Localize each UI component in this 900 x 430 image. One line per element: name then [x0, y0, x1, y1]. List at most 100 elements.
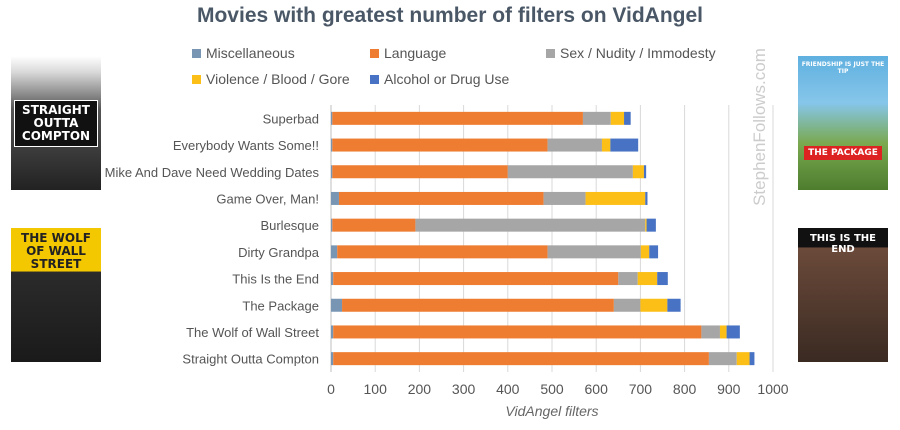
bar-segment [640, 298, 668, 312]
bar-segment [333, 352, 709, 366]
bar-segment [331, 165, 333, 179]
x-tick-label: 400 [496, 381, 520, 397]
bar-segment [415, 218, 646, 232]
bar-segment [643, 165, 647, 179]
legend-item-miscellaneous: Miscellaneous [192, 45, 295, 61]
poster-tagline: FRIENDSHIP IS JUST THE TIP [801, 61, 885, 75]
bars [331, 111, 755, 366]
bar-segment [624, 111, 631, 125]
category-label: This Is the End [232, 272, 319, 287]
legend-label: Miscellaneous [206, 45, 295, 61]
bar-segment [332, 218, 416, 232]
bar-segment [645, 191, 648, 205]
bar-segment [547, 138, 602, 152]
bar-segment [333, 325, 702, 339]
bar-segment [646, 218, 656, 232]
bar-segment [601, 138, 611, 152]
poster-straight-outta-compton: STRAIGHT OUTTA COMPTON [11, 56, 101, 190]
legend-item-sex-nudity: Sex / Nudity / Immodesty [546, 45, 716, 61]
x-tick-label: 600 [585, 381, 609, 397]
poster-the-package: FRIENDSHIP IS JUST THE TIP THE PACKAGE [798, 56, 888, 190]
bar-segment [333, 272, 619, 286]
category-label: Straight Outta Compton [182, 352, 319, 367]
legend-label: Alcohol or Drug Use [384, 71, 510, 87]
bar-segment [331, 325, 334, 339]
bar-segment [613, 298, 641, 312]
x-tick-labels: 0 100 200 300 400 500 600 700 800 900 1000 [327, 381, 789, 397]
category-label: The Wolf of Wall Street [186, 325, 319, 340]
bar-segment [610, 138, 639, 152]
x-tick-label: 700 [629, 381, 653, 397]
category-label: The Package [242, 298, 319, 313]
bar-segment [708, 352, 737, 366]
category-label: Game Over, Man! [216, 191, 319, 206]
bar-segment [618, 272, 638, 286]
x-tick-label: 200 [408, 381, 432, 397]
category-label: Dirty Grandpa [238, 245, 320, 260]
bar-segment [332, 138, 548, 152]
bar-segment [331, 298, 343, 312]
category-label: Superbad [263, 111, 319, 126]
poster-wolf-of-wall-street: THE WOLF OF WALL STREET [11, 228, 101, 362]
bar-segment [547, 245, 641, 259]
bar-segment [332, 111, 583, 125]
x-tick-label: 0 [327, 381, 335, 397]
legend-label: Sex / Nudity / Immodesty [560, 45, 716, 61]
x-tick-label: 500 [540, 381, 564, 397]
legend-item-violence: Violence / Blood / Gore [192, 71, 350, 87]
poster-this-is-the-end: THIS IS THE END [798, 228, 888, 362]
category-label: Mike And Dave Need Wedding Dates [105, 165, 320, 180]
legend-item-language: Language [370, 45, 446, 61]
bar-segment [342, 298, 614, 312]
bar-segment [331, 352, 334, 366]
legend-swatch [370, 75, 379, 84]
bar-segment [640, 245, 650, 259]
bar-segment [749, 352, 755, 366]
bar-segment [649, 245, 659, 259]
bar-segment [337, 245, 548, 259]
bar-segment [331, 218, 333, 232]
bar-segment [507, 165, 633, 179]
x-tick-label: 900 [717, 381, 741, 397]
bar-segment [543, 191, 586, 205]
legend-item-alcohol-drug: Alcohol or Drug Use [370, 71, 509, 87]
bar-segment [331, 191, 339, 205]
x-tick-label: 800 [673, 381, 697, 397]
bar-segment [736, 352, 750, 366]
bar-segment [645, 218, 647, 232]
legend-swatch [192, 75, 201, 84]
poster-title: STRAIGHT OUTTA COMPTON [14, 99, 98, 147]
bar-segment [338, 191, 544, 205]
bar-segment [667, 298, 681, 312]
bar-segment [726, 325, 740, 339]
bar-segment [331, 272, 334, 286]
legend-label: Language [384, 45, 447, 61]
bar-segment [331, 111, 333, 125]
bar-segment [332, 165, 508, 179]
bar-segment [582, 111, 611, 125]
x-axis-label: VidAngel filters [505, 403, 598, 419]
legend-label: Violence / Blood / Gore [206, 71, 350, 87]
category-label: Burlesque [260, 218, 319, 233]
x-tick-label: 1000 [757, 381, 788, 397]
bar-segment [331, 245, 338, 259]
chart-title: Movies with greatest number of filters o… [196, 4, 704, 27]
x-tick-label: 300 [452, 381, 476, 397]
legend-swatch [546, 49, 555, 58]
category-label: Everybody Wants Some!! [173, 138, 319, 153]
poster-title: THE PACKAGE [804, 146, 882, 160]
poster-title: THIS IS THE END [809, 233, 877, 255]
bar-segment [701, 325, 720, 339]
category-labels: Superbad Everybody Wants Some!! Mike And D… [105, 111, 320, 366]
bar-segment [331, 138, 333, 152]
legend-swatch [370, 49, 379, 58]
bar-segment [657, 272, 668, 286]
bar-segment [632, 165, 644, 179]
poster-title: THE WOLF OF WALL STREET [21, 231, 91, 271]
bar-segment [637, 272, 658, 286]
bar-segment [719, 325, 727, 339]
x-tick-label: 100 [364, 381, 388, 397]
bar-segment [585, 191, 646, 205]
legend-swatch [192, 49, 201, 58]
